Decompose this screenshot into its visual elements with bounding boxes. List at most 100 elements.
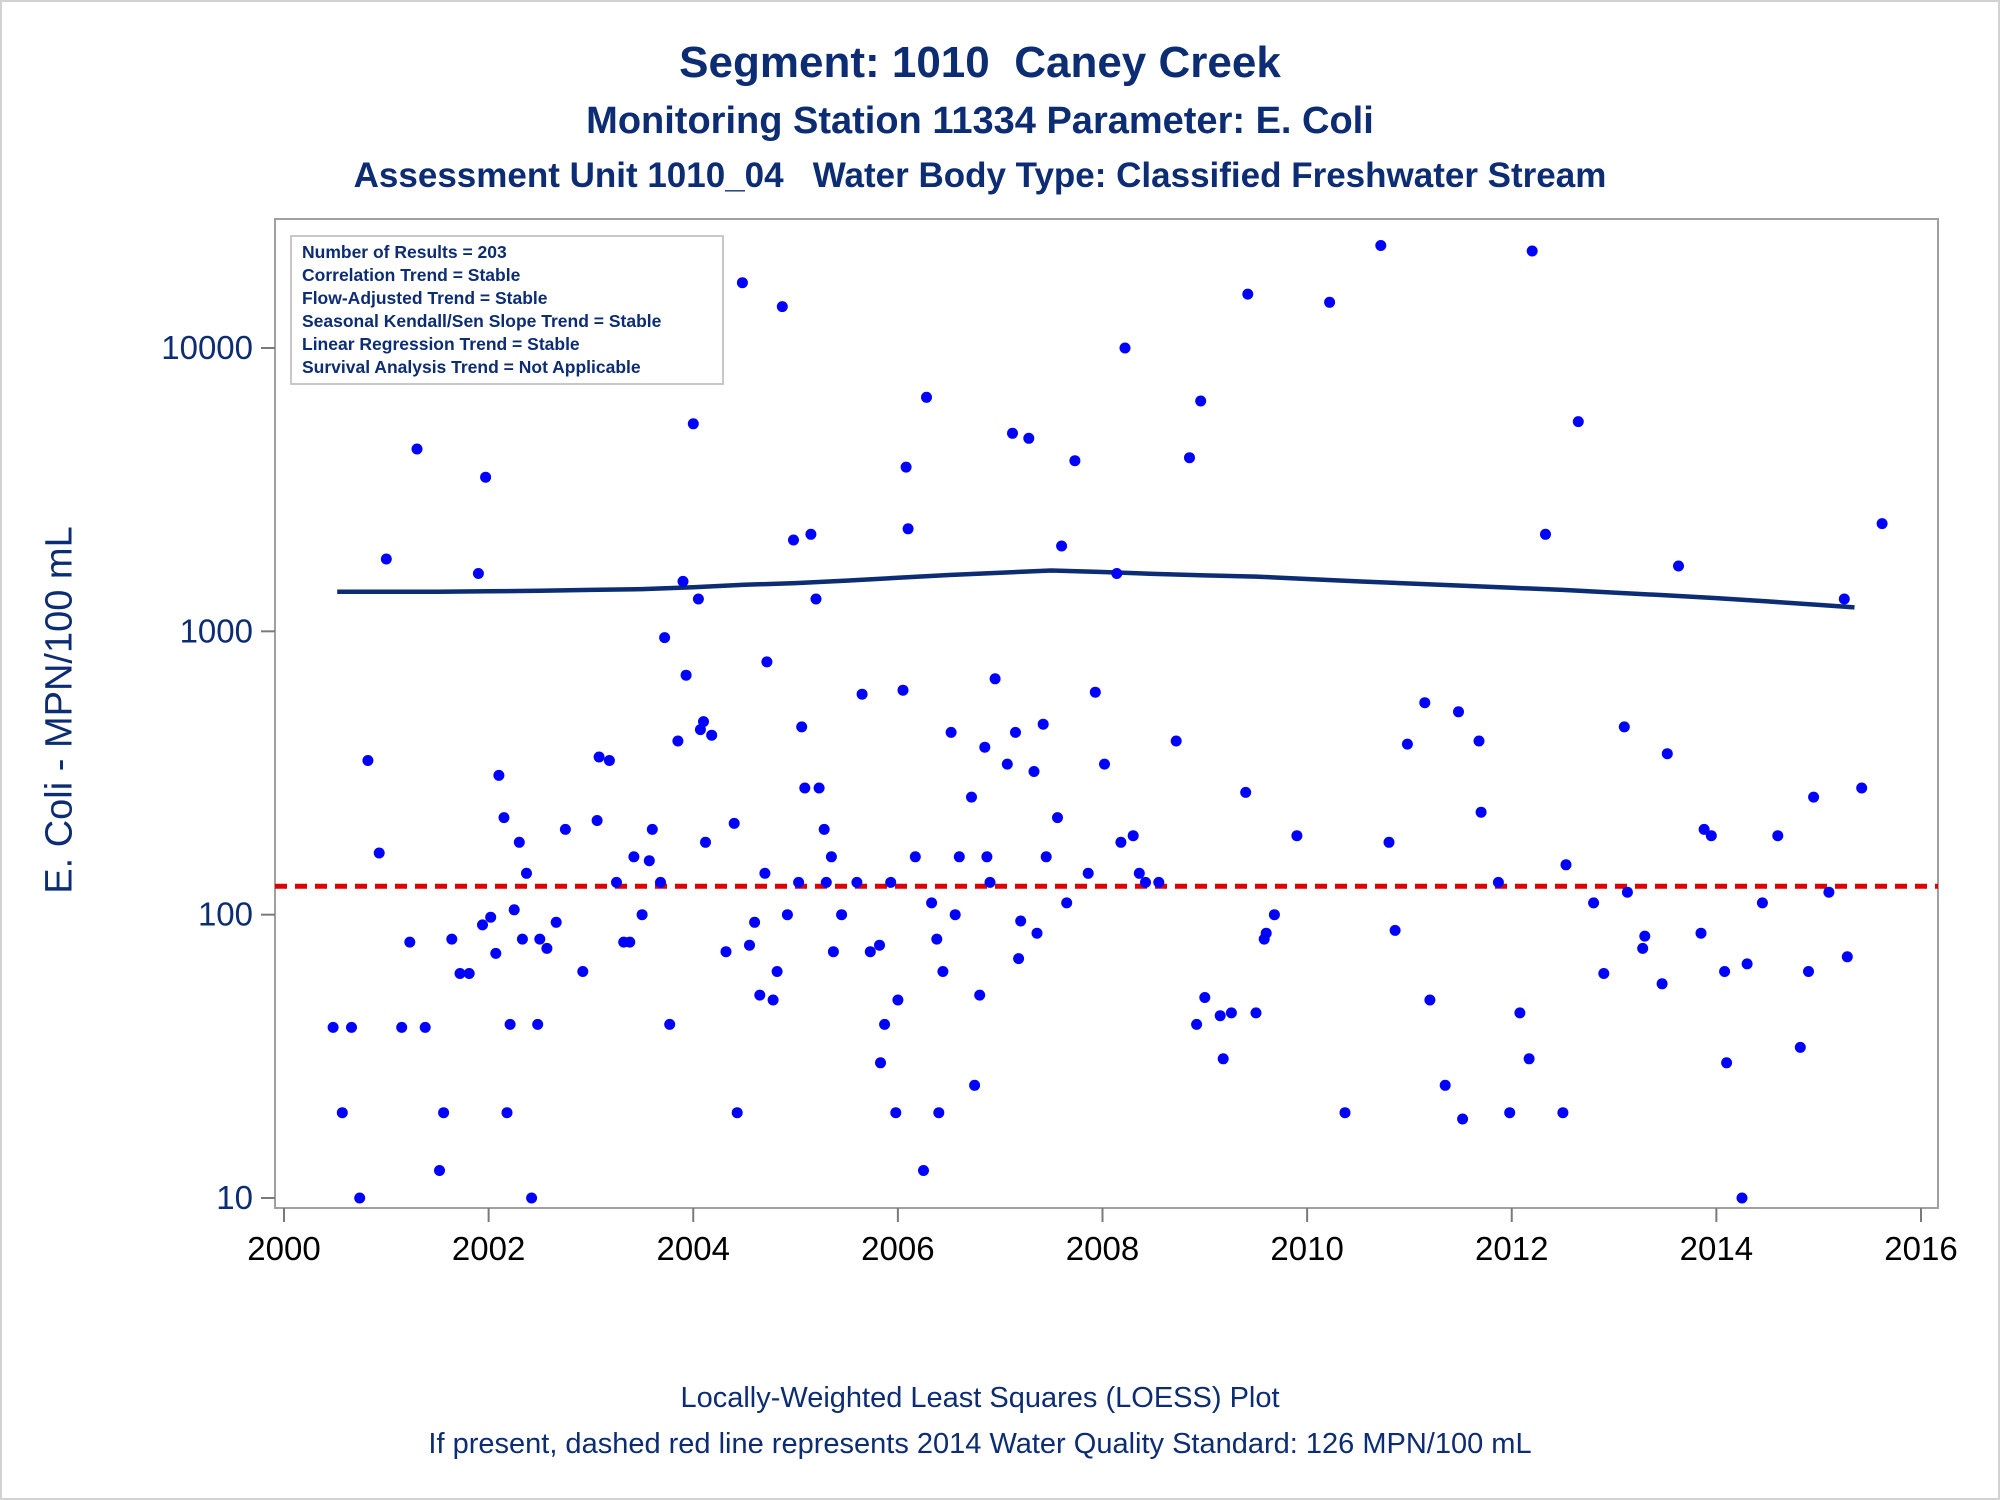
data-point — [1214, 1010, 1226, 1022]
x-tick-label: 2004 — [657, 1230, 730, 1267]
data-point — [454, 968, 466, 979]
data-point — [672, 735, 684, 747]
data-point — [1119, 342, 1131, 354]
data-point — [776, 301, 788, 313]
data-point — [1439, 1079, 1451, 1091]
data-point — [485, 911, 497, 923]
data-point — [692, 593, 704, 605]
data-point — [1656, 978, 1668, 990]
data-point — [534, 933, 546, 945]
x-tick-label: 2010 — [1270, 1230, 1343, 1267]
data-point — [1115, 836, 1127, 848]
data-point — [636, 909, 648, 921]
data-point — [1383, 836, 1395, 848]
data-point — [591, 815, 603, 826]
data-point — [1031, 927, 1043, 939]
data-point — [1856, 782, 1868, 794]
data-point — [1028, 766, 1040, 777]
x-tick-label: 2016 — [1884, 1230, 1957, 1267]
data-point — [1698, 823, 1710, 835]
data-point — [728, 817, 740, 829]
data-point — [1736, 1192, 1748, 1204]
data-point — [677, 575, 689, 587]
data-point — [1040, 851, 1052, 863]
data-point — [354, 1192, 366, 1204]
data-point — [521, 867, 532, 879]
data-point — [1756, 897, 1768, 909]
data-point — [1010, 726, 1021, 738]
data-point — [501, 1107, 513, 1119]
data-point — [643, 855, 655, 867]
data-point — [1056, 540, 1068, 552]
data-point — [969, 1079, 981, 1091]
data-point — [1170, 735, 1182, 747]
data-point — [1473, 735, 1485, 747]
data-point — [1876, 518, 1888, 530]
data-point — [1001, 758, 1013, 770]
data-point — [1557, 1107, 1569, 1119]
data-point — [885, 876, 897, 888]
data-point — [1127, 830, 1139, 842]
data-point — [603, 755, 615, 766]
data-point — [504, 1018, 516, 1030]
data-point — [526, 1192, 538, 1204]
data-point — [396, 1021, 408, 1033]
x-tick-label: 2002 — [452, 1230, 525, 1267]
data-point — [1618, 721, 1630, 733]
loess-layer — [337, 568, 1855, 610]
data-point — [984, 876, 996, 888]
data-point — [754, 989, 766, 1001]
y-tick-label: 10000 — [161, 329, 253, 366]
data-point — [611, 876, 622, 888]
data-point — [646, 823, 658, 835]
data-point — [346, 1021, 357, 1033]
data-point — [1772, 830, 1784, 842]
data-point — [1007, 427, 1018, 439]
data-point — [1225, 1007, 1237, 1019]
y-tick-label: 10 — [216, 1179, 253, 1216]
data-point — [931, 933, 943, 945]
data-point — [953, 851, 965, 863]
footnote-standard: If present, dashed red line represents 2… — [428, 1428, 1532, 1460]
data-point — [1705, 830, 1717, 842]
data-point — [1639, 930, 1651, 942]
data-point — [1375, 240, 1387, 251]
data-point — [373, 847, 385, 859]
data-point — [1526, 245, 1538, 257]
data-point — [1195, 395, 1207, 407]
data-point — [1741, 958, 1753, 970]
data-point — [577, 966, 589, 977]
data-point — [1052, 812, 1063, 824]
data-point — [532, 1018, 544, 1030]
data-point — [1621, 886, 1633, 898]
plot-area — [274, 218, 1939, 1209]
footnote-loess: Locally-Weighted Least Squares (LOESS) P… — [680, 1382, 1280, 1414]
data-point — [1023, 432, 1035, 444]
x-axis: 2000 2002 2004 2006 2008 2010 2012 2014 2016 — [247, 1208, 1958, 1267]
data-point — [1242, 288, 1254, 300]
stat-survival-analysis-trend: Survival Analysis Trend = Not Applicable — [302, 357, 641, 377]
loess-curve — [337, 568, 1855, 610]
data-point — [937, 966, 949, 977]
data-point — [1719, 966, 1731, 977]
data-point — [825, 851, 837, 863]
data-point — [799, 782, 811, 794]
data-point — [945, 726, 957, 738]
data-point — [879, 1018, 891, 1030]
data-point — [624, 936, 636, 948]
data-point — [793, 876, 805, 888]
data-point — [477, 919, 488, 931]
data-point — [788, 534, 799, 546]
data-point — [1013, 953, 1025, 965]
data-point — [1841, 951, 1853, 963]
data-point — [463, 968, 475, 979]
data-point — [1250, 1007, 1262, 1019]
stat-seasonal-kendall-trend: Seasonal Kendall/Sen Slope Trend = Stabl… — [302, 311, 662, 331]
data-point — [404, 936, 416, 948]
data-point — [974, 989, 986, 1001]
data-point — [559, 823, 571, 835]
trend-stats-box: Number of Results = 203 Correlation Tren… — [290, 235, 724, 385]
data-point — [781, 909, 793, 921]
data-point — [327, 1021, 339, 1033]
